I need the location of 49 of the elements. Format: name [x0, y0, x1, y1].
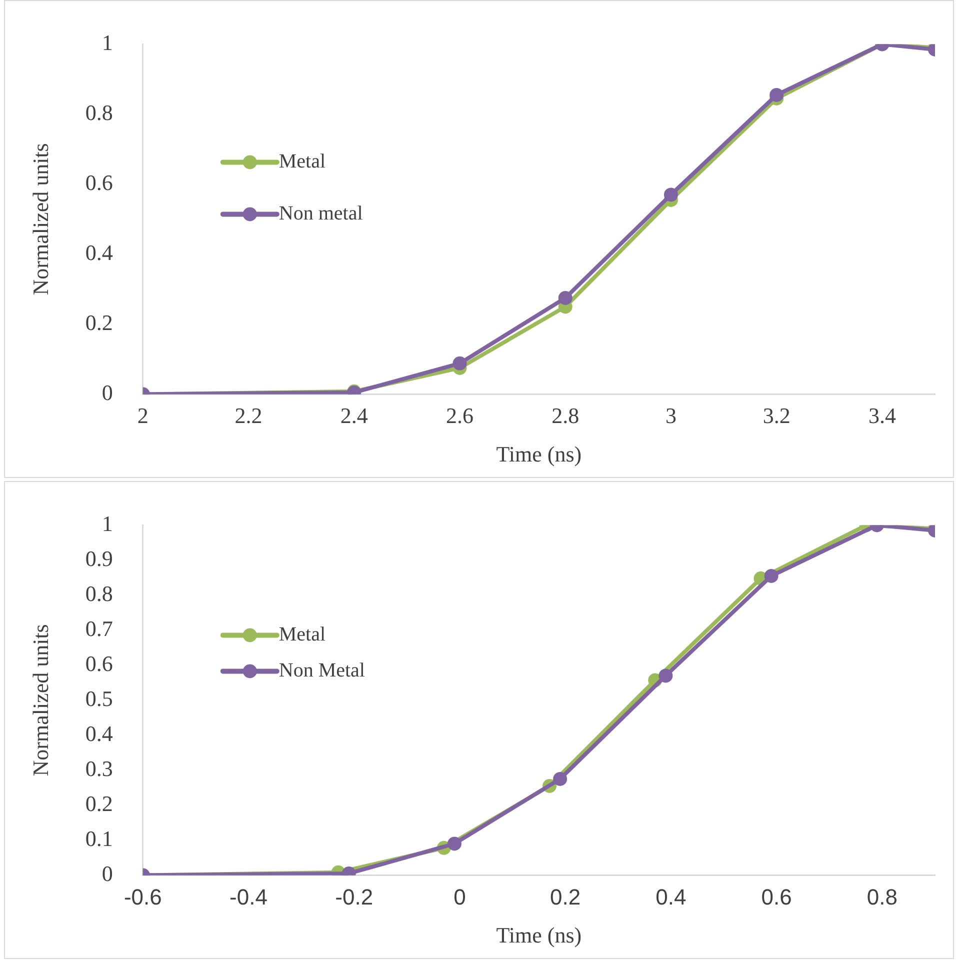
y-axis-title: Normalized units: [28, 143, 53, 296]
y-tick-label: 0.9: [85, 546, 113, 571]
x-tick-label: 0.6: [761, 884, 792, 910]
x-tick-label: 2.4: [340, 403, 368, 428]
y-tick-label: 0.3: [85, 756, 113, 781]
point: [658, 668, 673, 683]
x-tick-label: 2.8: [552, 403, 580, 428]
x-axis-title: Time (ns): [496, 922, 582, 948]
y-tick-label: 0.8: [85, 100, 113, 125]
y-tick-label: 1: [102, 510, 113, 536]
x-tick-label: 3.4: [868, 403, 896, 428]
y-tick-label: 0.4: [85, 240, 113, 265]
legend-label: Non metal: [278, 202, 364, 224]
point: [452, 356, 467, 370]
x-tick-label: 2.6: [446, 403, 474, 428]
y-tick-label: 1: [102, 30, 113, 55]
point: [558, 290, 572, 305]
y-tick-label: 0.6: [85, 650, 113, 676]
point: [764, 568, 778, 583]
x-tick-label: 0.2: [550, 884, 581, 910]
legend-label: Metal: [278, 623, 326, 646]
y-tick-label: 0.5: [85, 686, 113, 711]
x-axis-title: Time (ns): [496, 442, 582, 467]
x-tick-label: -0.6: [124, 884, 162, 910]
y-tick-label: 0.6: [85, 170, 113, 195]
x-tick-label: 0.8: [866, 884, 898, 910]
y-axis-title: Normalized units: [28, 624, 53, 776]
x-tick-label: -0.2: [335, 884, 374, 910]
point: [553, 772, 568, 786]
x-tick-label: 2: [137, 403, 148, 428]
y-tick-label: 0.4: [85, 720, 113, 746]
y-tick-label: 0.8: [85, 580, 113, 606]
point: [664, 188, 678, 202]
point: [447, 836, 462, 851]
x-tick-label: 0.4: [656, 884, 686, 910]
legend-label: Non Metal: [278, 659, 366, 682]
point: [770, 88, 784, 102]
x-tick-label: 3: [665, 403, 676, 428]
y-tick-label: 0.1: [85, 826, 113, 851]
y-tick-label: 0: [102, 860, 113, 886]
x-tick-label: -0.4: [230, 884, 268, 910]
x-tick-label: 3.2: [762, 403, 790, 428]
x-tick-label: 2.2: [234, 403, 262, 428]
y-tick-label: 0.7: [85, 616, 113, 641]
legend-label: Metal: [278, 150, 326, 172]
y-tick-label: 0.2: [85, 790, 113, 816]
y-tick-label: 0.2: [85, 310, 113, 335]
x-tick-label: 0: [454, 884, 466, 910]
y-tick-label: 0: [102, 380, 113, 405]
